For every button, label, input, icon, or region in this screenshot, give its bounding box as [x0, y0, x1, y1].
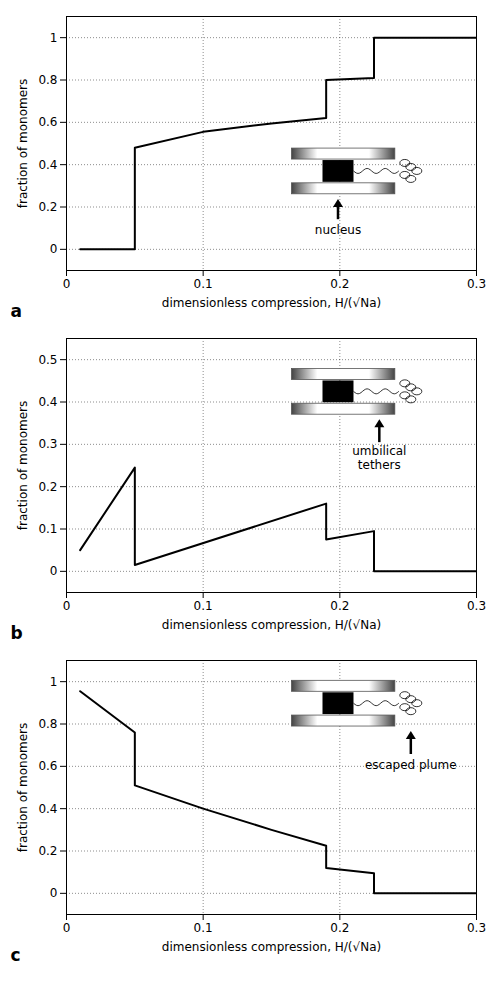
svg-text:0.2: 0.2: [330, 277, 349, 291]
svg-text:0.1: 0.1: [38, 522, 57, 536]
svg-text:0.6: 0.6: [38, 115, 57, 129]
svg-text:0.8: 0.8: [38, 717, 57, 731]
svg-text:b: b: [11, 623, 23, 643]
svg-text:dimensionless compression, H/(: dimensionless compression, H/(√Na): [162, 940, 381, 954]
svg-text:0.4: 0.4: [38, 395, 57, 409]
svg-text:fraction of monomers: fraction of monomers: [16, 79, 30, 209]
svg-text:escaped plume: escaped plume: [365, 758, 457, 772]
svg-text:0.2: 0.2: [38, 200, 57, 214]
svg-text:tethers: tethers: [358, 458, 401, 472]
svg-text:0: 0: [63, 599, 71, 613]
svg-text:0.1: 0.1: [194, 921, 213, 935]
svg-text:0.3: 0.3: [467, 277, 486, 291]
svg-text:0.1: 0.1: [194, 599, 213, 613]
svg-text:0: 0: [50, 886, 58, 900]
svg-text:0.4: 0.4: [38, 802, 57, 816]
svg-text:dimensionless compression, H/(: dimensionless compression, H/(√Na): [162, 296, 381, 310]
svg-text:0.8: 0.8: [38, 73, 57, 87]
svg-text:nucleus: nucleus: [315, 223, 361, 237]
svg-text:0.3: 0.3: [38, 437, 57, 451]
svg-text:0.3: 0.3: [467, 599, 486, 613]
svg-text:0: 0: [63, 921, 71, 935]
svg-text:1: 1: [50, 31, 58, 45]
svg-text:0.1: 0.1: [194, 277, 213, 291]
svg-text:0.2: 0.2: [330, 599, 349, 613]
svg-text:umbilical: umbilical: [352, 444, 406, 458]
svg-text:0.4: 0.4: [38, 158, 57, 172]
svg-text:0.2: 0.2: [38, 480, 57, 494]
svg-text:dimensionless compression, H/(: dimensionless compression, H/(√Na): [162, 618, 381, 632]
svg-text:fraction of monomers: fraction of monomers: [16, 723, 30, 853]
svg-text:0.6: 0.6: [38, 759, 57, 773]
svg-text:0.2: 0.2: [38, 844, 57, 858]
svg-text:fraction of monomers: fraction of monomers: [16, 401, 30, 531]
svg-text:0: 0: [63, 277, 71, 291]
svg-text:1: 1: [50, 675, 58, 689]
svg-text:0: 0: [50, 242, 58, 256]
svg-text:0: 0: [50, 564, 58, 578]
svg-text:0.5: 0.5: [38, 353, 57, 367]
svg-text:0.2: 0.2: [330, 921, 349, 935]
svg-text:a: a: [11, 301, 22, 321]
svg-text:c: c: [11, 945, 21, 965]
svg-text:0.3: 0.3: [467, 921, 486, 935]
